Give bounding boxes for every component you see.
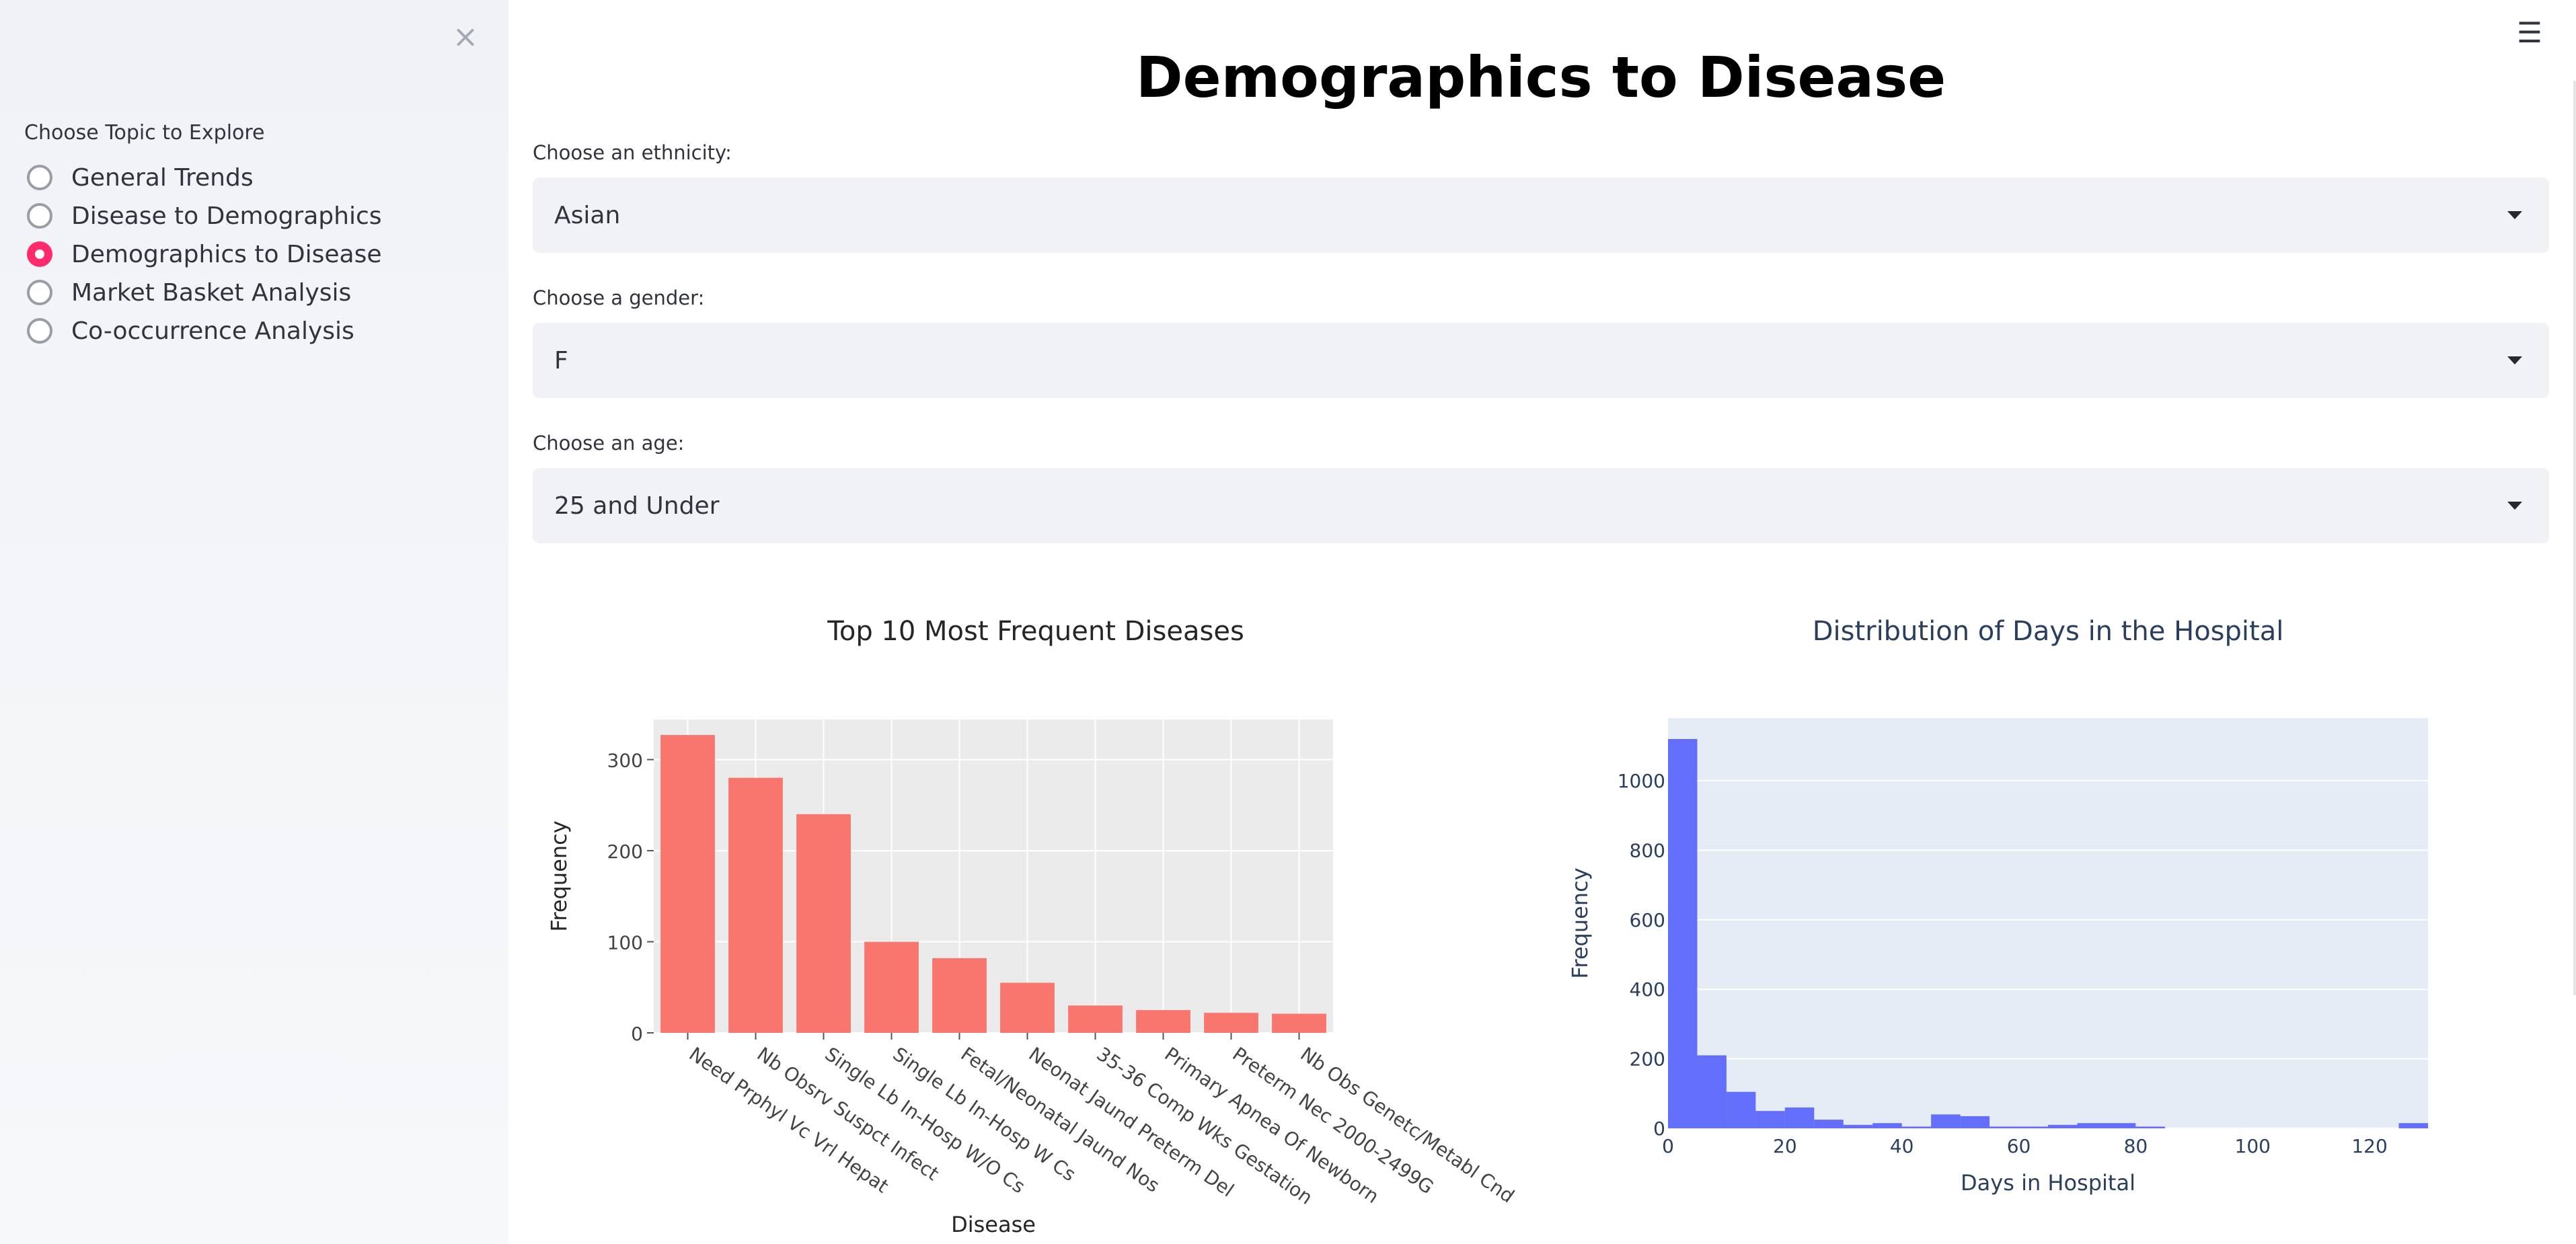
histogram-bar bbox=[2077, 1123, 2107, 1128]
x-tick-label: 20 bbox=[1773, 1135, 1797, 1157]
radio-label: General Trends bbox=[71, 163, 254, 192]
y-tick-label: 0 bbox=[1653, 1118, 1665, 1140]
y-tick-label: 100 bbox=[607, 932, 643, 954]
histogram-bar bbox=[1726, 1091, 1756, 1128]
histogram-bar bbox=[1901, 1126, 1932, 1128]
chevron-down-icon bbox=[2507, 502, 2522, 510]
radio-label: Demographics to Disease bbox=[71, 240, 382, 268]
histogram-bar bbox=[2048, 1124, 2078, 1128]
histogram-bar bbox=[1931, 1114, 1961, 1128]
scrollbar[interactable] bbox=[2573, 81, 2576, 995]
y-tick-label: 600 bbox=[1630, 909, 1665, 931]
topic-label: Choose Topic to Explore bbox=[24, 121, 265, 145]
bar bbox=[1272, 1013, 1326, 1033]
page-title: Demographics to Disease bbox=[1135, 44, 1946, 110]
x-tick-label: 120 bbox=[2351, 1135, 2387, 1157]
x-tick-label: 80 bbox=[2124, 1135, 2148, 1157]
x-tick-label: 100 bbox=[2235, 1135, 2271, 1157]
plot-background bbox=[1668, 718, 2428, 1128]
ethnicity-select[interactable]: Asian bbox=[533, 178, 2549, 253]
radio-option-market-basket-analysis[interactable]: Market Basket Analysis bbox=[27, 274, 351, 311]
histogram-bar bbox=[1755, 1111, 1785, 1128]
sidebar: × Choose Topic to Explore General Trends… bbox=[0, 0, 508, 1244]
radio-button-selected[interactable] bbox=[27, 241, 52, 267]
x-tick-label: 60 bbox=[2007, 1135, 2031, 1157]
days-hospital-histogram: 0 200 400 600 800 1000 0 20 40 60 80 100 120 Freque… bbox=[1567, 718, 2428, 1196]
chart-title-top-diseases: Top 10 Most Frequent Diseases bbox=[827, 616, 1244, 647]
radio-option-general-trends[interactable]: General Trends bbox=[27, 159, 254, 196]
x-axis-label: Days in Hospital bbox=[1961, 1170, 2135, 1196]
radio-button[interactable] bbox=[27, 280, 52, 305]
histogram-bar bbox=[1872, 1123, 1902, 1128]
histogram-bar bbox=[1784, 1107, 1815, 1128]
age-value: 25 and Under bbox=[554, 492, 720, 520]
ethnicity-value: Asian bbox=[554, 201, 621, 229]
histogram-bar bbox=[1960, 1116, 1990, 1128]
gender-label: Choose a gender: bbox=[533, 286, 705, 309]
histogram-bar bbox=[1697, 1055, 1727, 1128]
radio-label: Disease to Demographics bbox=[71, 202, 382, 230]
bar bbox=[1136, 1010, 1190, 1033]
bar bbox=[932, 958, 987, 1033]
bar bbox=[864, 941, 919, 1033]
histogram-bar bbox=[2398, 1123, 2428, 1128]
chart-title-days-hospital: Distribution of Days in the Hospital bbox=[1812, 616, 2284, 647]
radio-label: Co-occurrence Analysis bbox=[71, 317, 354, 345]
age-label: Choose an age: bbox=[533, 432, 685, 455]
bar bbox=[796, 814, 851, 1033]
age-select[interactable]: 25 and Under bbox=[533, 468, 2549, 543]
x-tick-label: 40 bbox=[1890, 1135, 1914, 1157]
histogram-bar bbox=[2018, 1126, 2048, 1128]
gender-value: F bbox=[554, 346, 568, 375]
bar bbox=[660, 735, 715, 1033]
radio-option-co-occurrence-analysis[interactable]: Co-occurrence Analysis bbox=[27, 312, 354, 350]
x-axis-label: Disease bbox=[951, 1212, 1036, 1237]
histogram-bar bbox=[1814, 1120, 1844, 1128]
radio-label: Market Basket Analysis bbox=[71, 278, 352, 307]
y-tick-label: 800 bbox=[1630, 839, 1665, 861]
histogram-bar bbox=[2106, 1123, 2136, 1128]
close-icon[interactable]: × bbox=[452, 18, 479, 54]
histogram-bar bbox=[1668, 739, 1698, 1128]
radio-option-demographics-to-disease[interactable]: Demographics to Disease bbox=[27, 235, 382, 273]
y-tick-label: 400 bbox=[1630, 978, 1665, 1001]
histogram-bar bbox=[2135, 1126, 2165, 1128]
chevron-down-icon bbox=[2507, 211, 2522, 219]
y-tick-label: 0 bbox=[631, 1023, 643, 1045]
radio-option-disease-to-demographics[interactable]: Disease to Demographics bbox=[27, 197, 382, 235]
bar bbox=[1068, 1005, 1123, 1033]
y-axis-label: Frequency bbox=[546, 820, 572, 931]
y-tick-label: 1000 bbox=[1618, 770, 1665, 792]
y-tick-label: 200 bbox=[607, 841, 643, 863]
hamburger-menu-icon[interactable]: ☰ bbox=[2517, 16, 2542, 49]
bar bbox=[1204, 1013, 1258, 1033]
ethnicity-label: Choose an ethnicity: bbox=[533, 141, 732, 164]
bar bbox=[728, 777, 783, 1033]
radio-button[interactable] bbox=[27, 318, 52, 344]
x-tick-label: 0 bbox=[1662, 1135, 1674, 1157]
histogram-bar bbox=[1990, 1126, 2019, 1128]
y-tick-label: 200 bbox=[1630, 1048, 1665, 1071]
radio-button[interactable] bbox=[27, 203, 52, 229]
gender-select[interactable]: F bbox=[533, 323, 2549, 398]
chevron-down-icon bbox=[2507, 356, 2522, 364]
y-tick-label: 300 bbox=[607, 750, 643, 772]
radio-button[interactable] bbox=[27, 165, 52, 190]
bar bbox=[1000, 982, 1055, 1033]
histogram-bar bbox=[1843, 1124, 1873, 1128]
y-axis-label: Frequency bbox=[1567, 867, 1593, 978]
